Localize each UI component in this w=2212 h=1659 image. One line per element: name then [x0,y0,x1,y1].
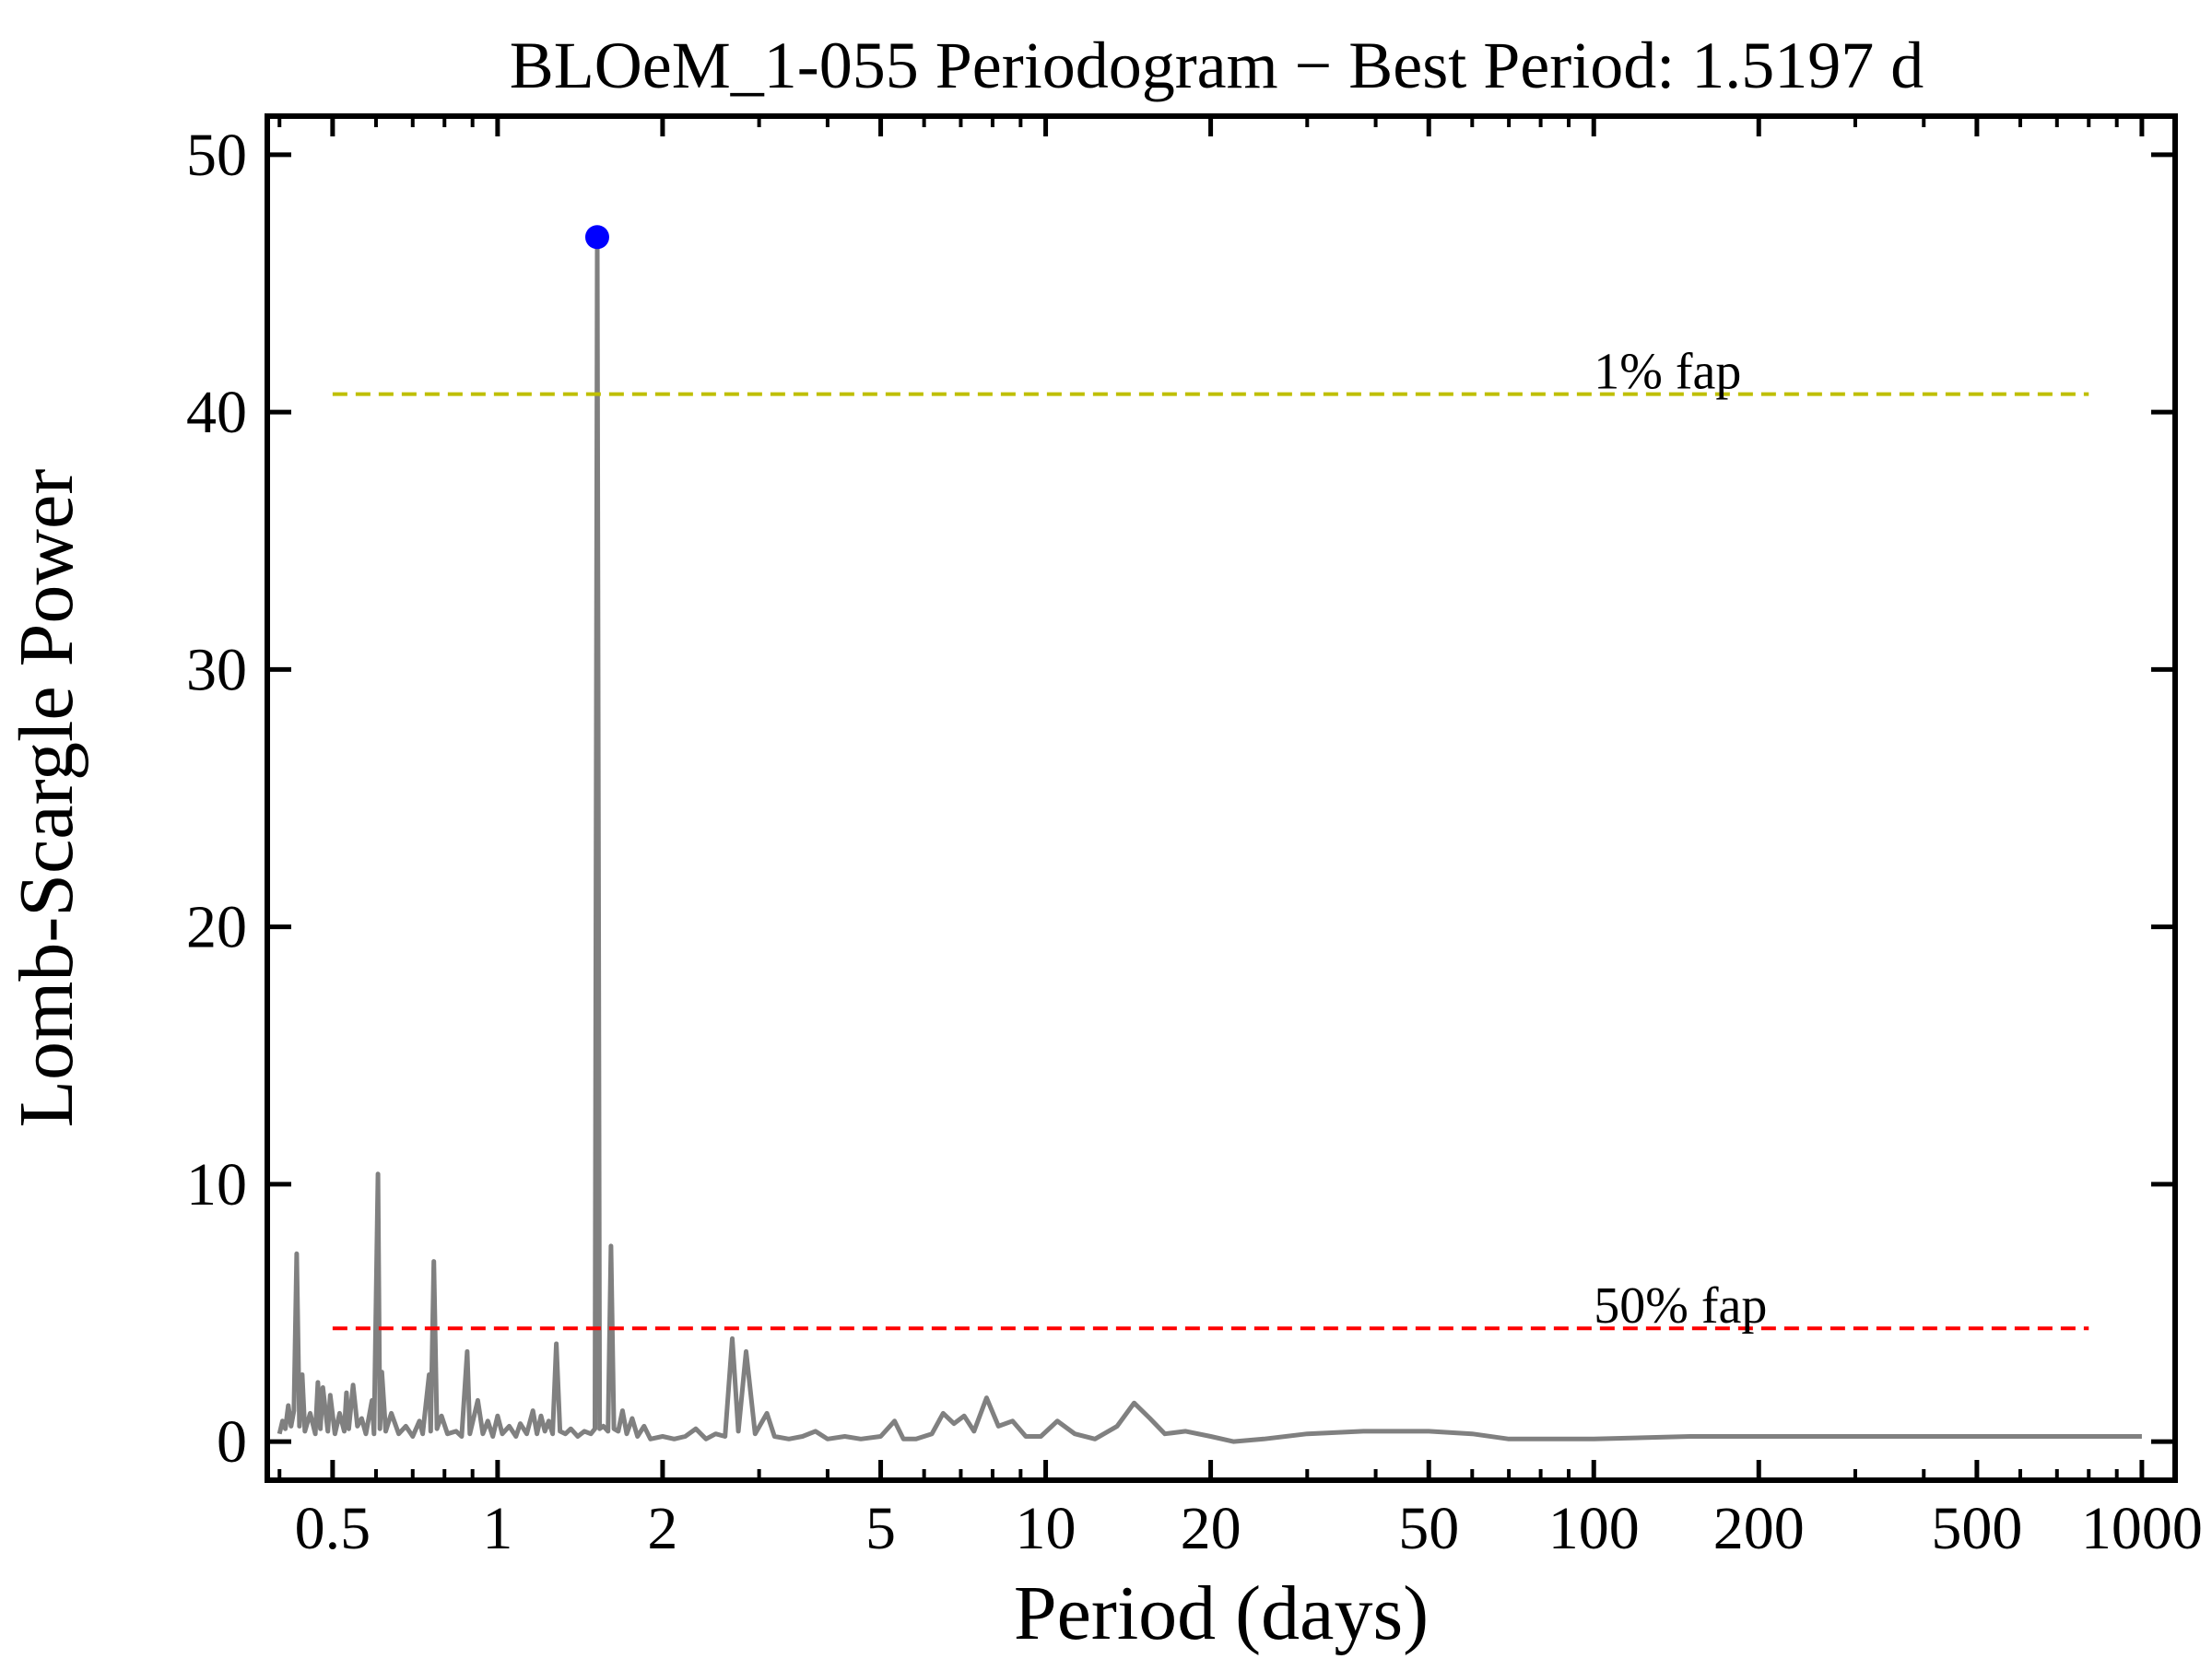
chart-title: BLOeM_1-055 Periodogram − Best Period: 1… [510,29,1924,102]
y-tick-label-3: 30 [186,636,247,703]
x-tick-label-2: 2 [647,1495,677,1562]
x-tick-label-10: 1000 [2081,1495,2203,1562]
x-tick-label-3: 5 [865,1495,896,1562]
y-tick-label-5: 50 [186,122,247,189]
fap-label-0: 1% fap [1594,344,1741,401]
best-period-marker [584,225,609,250]
y-tick-label-4: 40 [186,379,247,446]
x-tick-label-7: 100 [1548,1495,1640,1562]
y-tick-label-2: 20 [186,894,247,961]
x-tick-label-0: 0.5 [295,1495,371,1562]
x-tick-label-6: 50 [1398,1495,1459,1562]
y-tick-label-0: 0 [217,1408,247,1476]
axis-ticks: 0.5 1 2 5 10 20 50 100 200 500 1000 0 10 20 30 40 50 [186,116,2203,1562]
x-tick-label-4: 10 [1016,1495,1077,1562]
plot-frame [265,113,2178,1483]
plot-area [276,225,2142,1444]
series-line-0 [276,234,2142,1444]
x-axis-title: Period (days) [1014,1571,1429,1656]
y-axis-title: Lomb-Scargle Power [4,469,89,1128]
x-tick-label-9: 500 [1931,1495,2022,1562]
fap-lines: 1% fap 50% fap [332,344,2089,1335]
x-tick-label-1: 1 [482,1495,512,1562]
x-tick-label-8: 200 [1713,1495,1805,1562]
fap-label-1: 50% fap [1594,1277,1767,1335]
x-tick-label-5: 20 [1181,1495,1241,1562]
y-tick-label-1: 10 [186,1151,247,1218]
